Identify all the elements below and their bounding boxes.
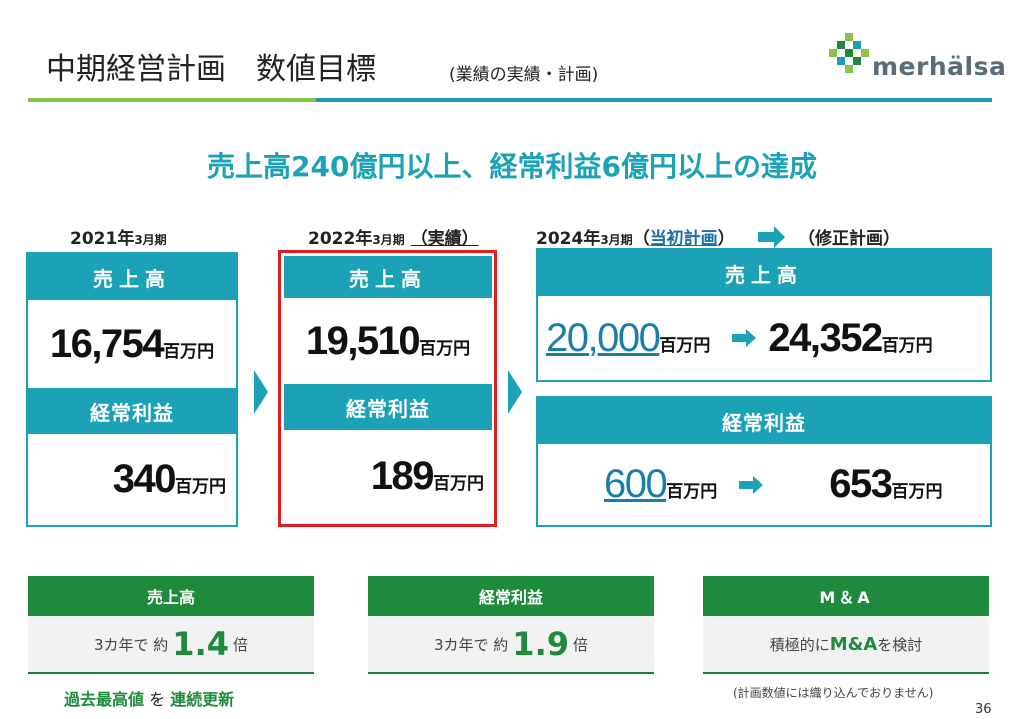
period-tag-initial-plan: 当初計画 bbox=[649, 229, 718, 249]
summary-prefix: 積極的に bbox=[769, 635, 830, 654]
card-head-ordinary-profit: 経常利益 bbox=[28, 388, 236, 434]
profit-revised-value: 653 bbox=[829, 462, 893, 506]
arrow-right-icon bbox=[732, 329, 757, 347]
value-row: 600 百万円 653 百万円 bbox=[538, 444, 990, 525]
period-year: 2022年 bbox=[308, 229, 373, 249]
period-label-2021: 2021年3月期 bbox=[70, 224, 167, 249]
card-fy2024-sales: 売上高 20,000 百万円 24,352 百万円 bbox=[536, 248, 992, 382]
unit-label: 百万円 bbox=[881, 335, 933, 356]
period-year: 2024年 bbox=[536, 229, 601, 249]
card-fy2024-profit: 経常利益 600 百万円 653 百万円 bbox=[536, 396, 992, 527]
card-head-sales: 売上高 bbox=[28, 254, 236, 300]
arrow-right-icon bbox=[739, 475, 764, 494]
chevron-right-icon bbox=[508, 370, 522, 414]
unit-label: 百万円 bbox=[163, 341, 215, 362]
card-head-sales: 売上高 bbox=[538, 250, 990, 296]
summary-multiple: 1.9 bbox=[512, 625, 569, 663]
summary-body: 積極的に M&A を検討 bbox=[703, 616, 989, 672]
unit-label: 百万円 bbox=[175, 477, 226, 497]
summary-prefix: 3カ年で 約 bbox=[93, 635, 169, 654]
arrow-right-icon bbox=[758, 226, 785, 248]
paren-open: （ bbox=[632, 229, 650, 249]
record-text-a: 過去最高値 bbox=[64, 690, 145, 709]
unit-label: 百万円 bbox=[891, 482, 943, 502]
sales-initial-value: 20,000 bbox=[546, 315, 661, 360]
card-head-ordinary-profit: 経常利益 bbox=[538, 398, 990, 444]
card-head-ordinary-profit: 経常利益 bbox=[284, 384, 492, 430]
summary-head: 売上高 bbox=[28, 576, 314, 616]
header-rule-teal bbox=[316, 98, 992, 102]
period-month: 3月期 bbox=[372, 233, 405, 247]
summary-body: 3カ年で 約 1.9 倍 bbox=[368, 616, 654, 672]
summary-multiple: 1.4 bbox=[172, 625, 229, 663]
headline: 売上高240億円以上、経常利益6億円以上の達成 bbox=[207, 150, 817, 183]
page-number: 36 bbox=[975, 702, 992, 717]
summary-sales: 売上高 3カ年で 約 1.4 倍 bbox=[28, 576, 314, 674]
value-row: 189 百万円 bbox=[284, 430, 492, 522]
page-subtitle: (業績の実績・計画) bbox=[449, 65, 599, 85]
summary-head: 経常利益 bbox=[368, 576, 654, 616]
period-year: 2021年 bbox=[70, 229, 135, 249]
summary-suffix: 倍 bbox=[572, 635, 588, 654]
value-row: 340 百万円 bbox=[28, 434, 236, 525]
summary-ordinary-profit: 経常利益 3カ年で 約 1.9 倍 bbox=[368, 576, 654, 674]
period-month: 3月期 bbox=[134, 233, 167, 247]
card-fy2021: 売上高 16,754 百万円 経常利益 340 百万円 bbox=[26, 252, 238, 527]
unit-label: 百万円 bbox=[419, 338, 471, 359]
summary-prefix: 3カ年で 約 bbox=[433, 635, 509, 654]
value-row: 20,000 百万円 24,352 百万円 bbox=[538, 296, 990, 380]
summary-ma: M＆A 積極的に M&A を検討 bbox=[703, 576, 989, 674]
summary-suffix: 倍 bbox=[232, 635, 248, 654]
sales-revised-value: 24,352 bbox=[768, 315, 883, 360]
period-label-2024: 2024年3月期（当初計画） bbox=[536, 224, 735, 249]
summary-body: 3カ年で 約 1.4 倍 bbox=[28, 616, 314, 672]
highlight-frame bbox=[278, 250, 497, 527]
unit-label: 百万円 bbox=[433, 473, 484, 494]
record-text-b: を bbox=[144, 690, 171, 709]
chevron-right-icon bbox=[254, 370, 268, 414]
profit-value: 340 bbox=[112, 457, 177, 501]
header-rule-green bbox=[28, 98, 316, 102]
value-row: 19,510 百万円 bbox=[284, 298, 492, 384]
period-label-2022: 2022年3月期 （実績） bbox=[308, 224, 479, 249]
sales-value: 19,510 bbox=[305, 318, 421, 363]
logo-wordmark: merhälsa bbox=[872, 52, 1007, 81]
card-fy2022: 売上高 19,510 百万円 経常利益 189 百万円 bbox=[284, 256, 492, 522]
page-title: 中期経営計画 数値目標 bbox=[46, 52, 376, 87]
period-tag-actual: （実績） bbox=[410, 229, 479, 249]
card-head-sales: 売上高 bbox=[284, 256, 492, 298]
profit-initial-value: 600 bbox=[604, 462, 668, 506]
value-row: 16,754 百万円 bbox=[28, 300, 236, 388]
summary-emphasis: M&A bbox=[829, 633, 878, 655]
profit-value: 189 bbox=[370, 453, 435, 498]
footnote: (計画数値には織り込んでおりません) bbox=[733, 686, 934, 700]
paren-close: ） bbox=[717, 229, 735, 249]
summary-suffix: を検討 bbox=[877, 635, 923, 654]
sales-value: 16,754 bbox=[49, 321, 165, 366]
record-text-c: 連続更新 bbox=[170, 690, 235, 709]
merhalsa-logo bbox=[826, 32, 996, 78]
unit-label: 百万円 bbox=[659, 335, 711, 356]
unit-label: 百万円 bbox=[666, 482, 718, 502]
period-tag-revised-plan: （修正計画） bbox=[798, 229, 900, 249]
summary-head: M＆A bbox=[703, 576, 989, 616]
logo-mark-icon bbox=[829, 33, 869, 73]
period-month: 3月期 bbox=[600, 233, 633, 247]
record-note: 過去最高値 を 連続更新 bbox=[64, 686, 234, 710]
